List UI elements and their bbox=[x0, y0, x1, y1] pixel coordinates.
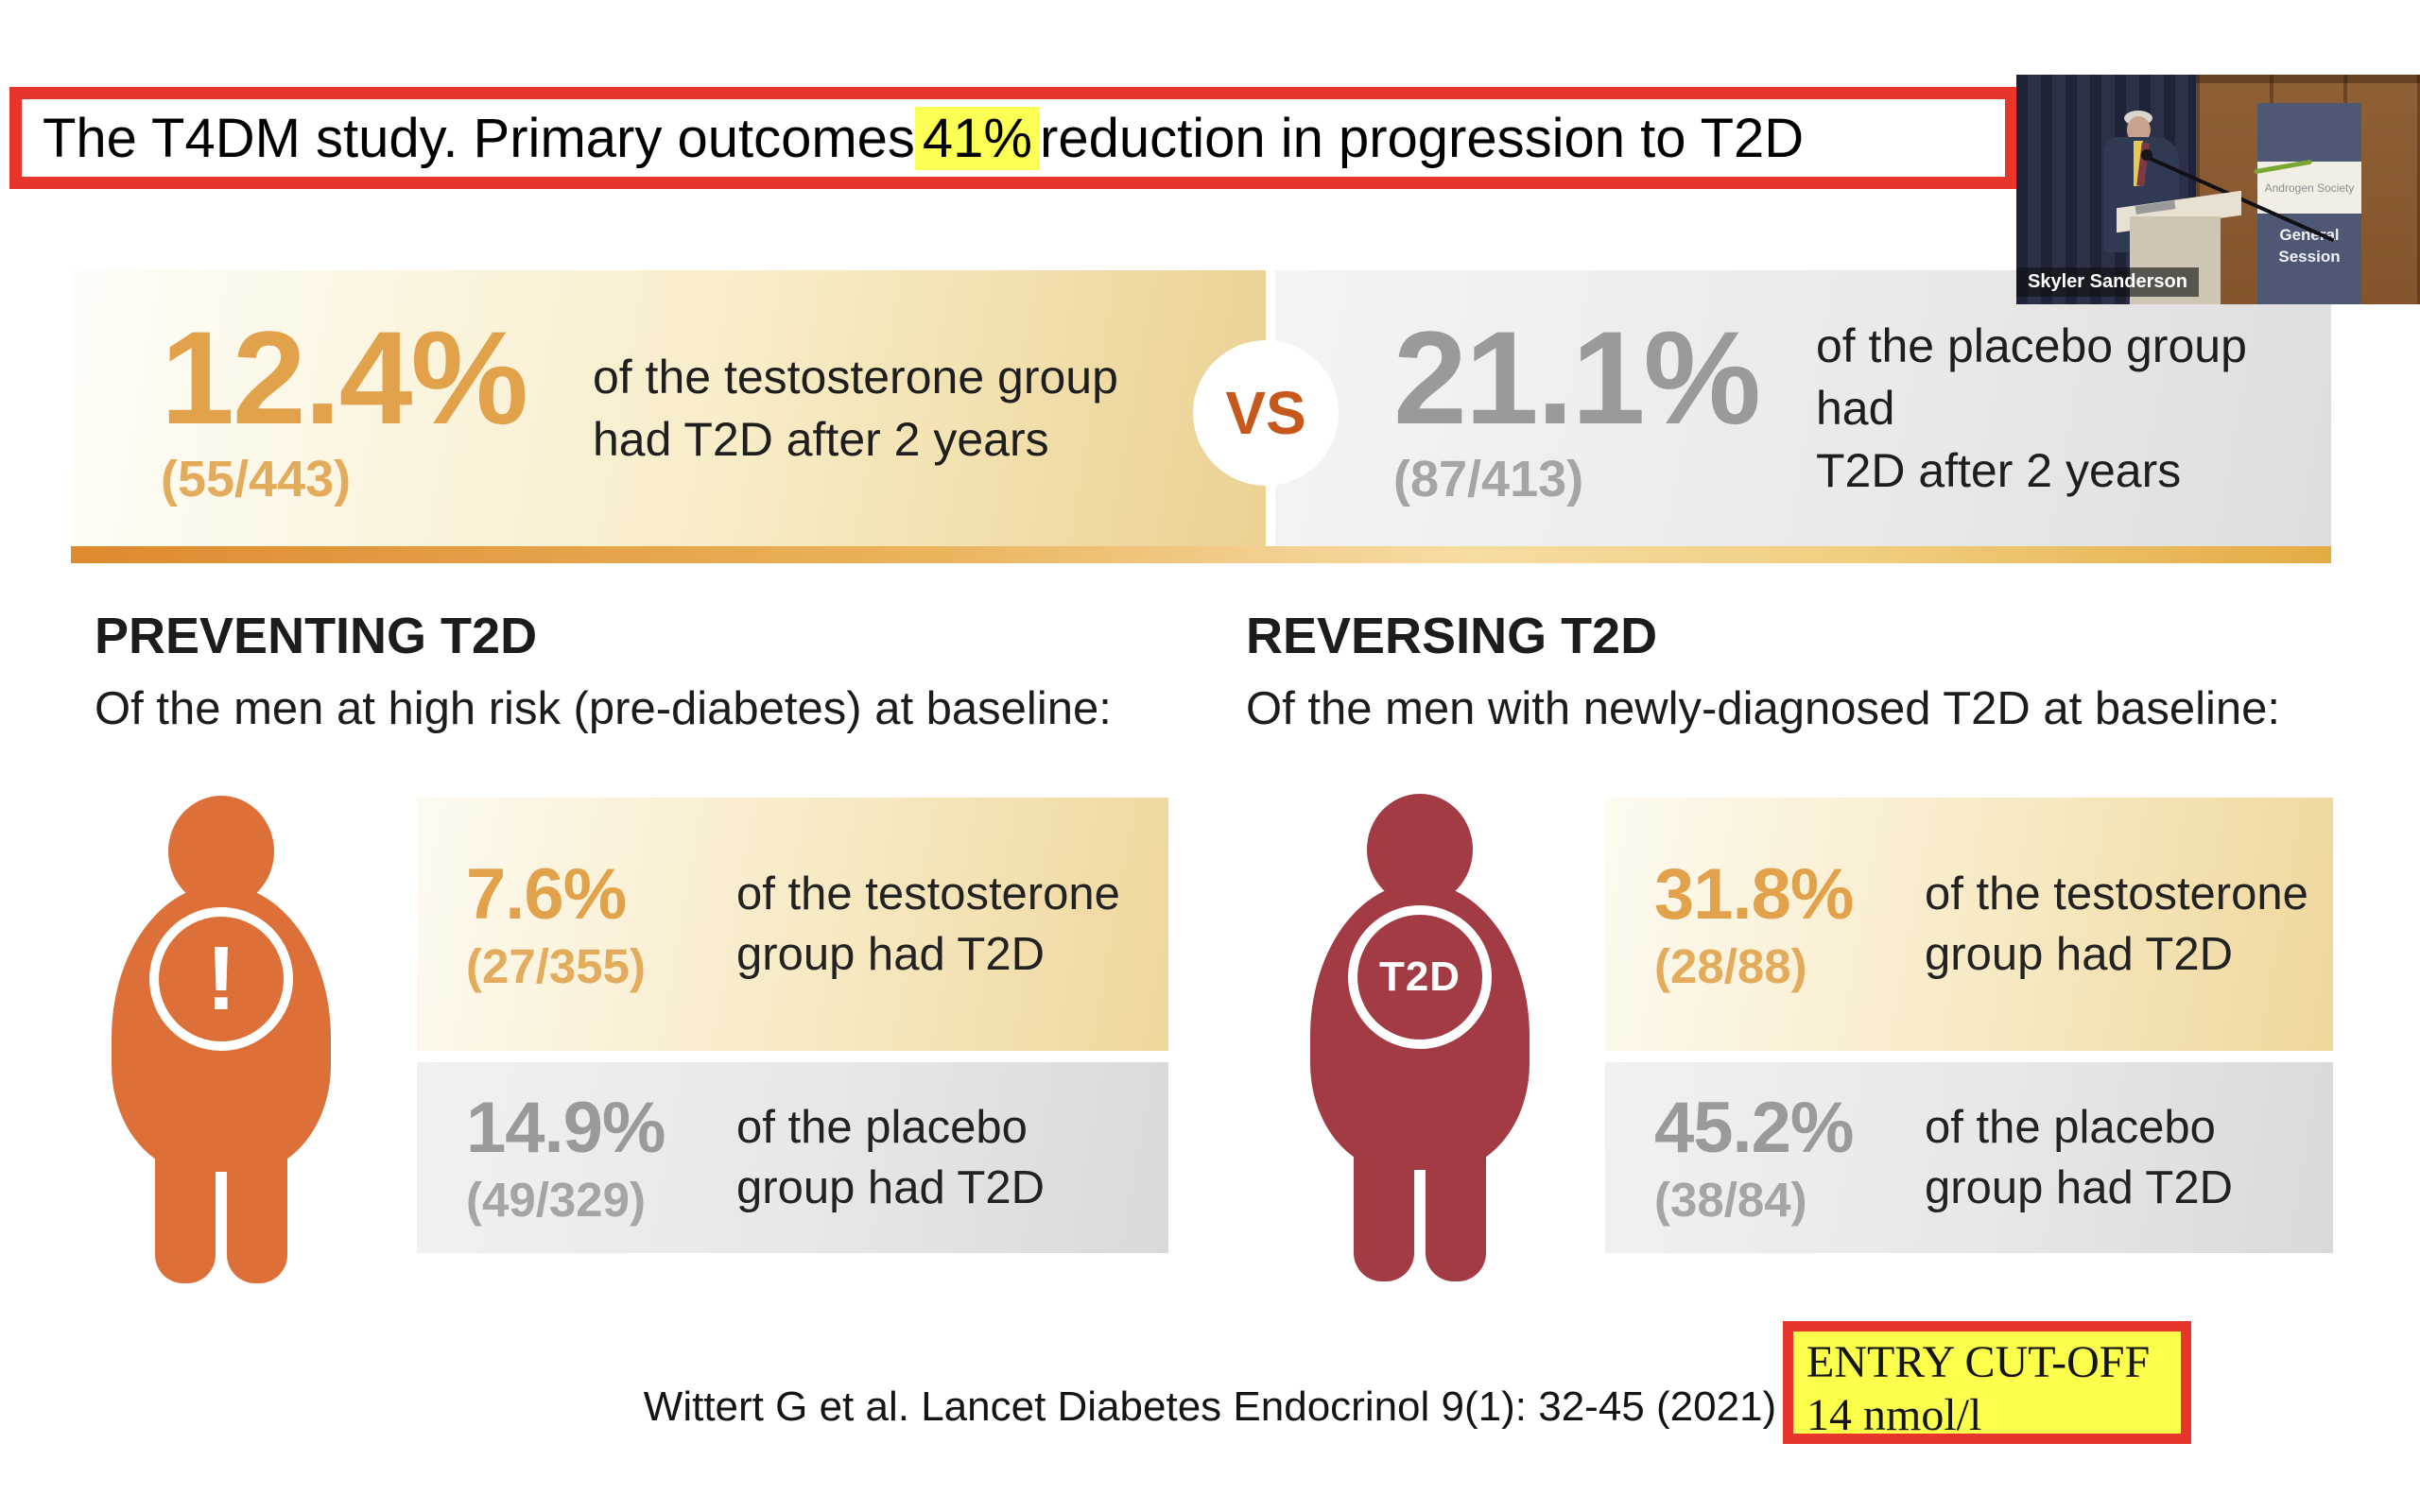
speaker-video-thumbnail[interactable]: Androgen Society General Session Skyler … bbox=[2016, 75, 2420, 304]
t2d-person-icon: T2D bbox=[1310, 794, 1530, 1281]
slide-title-text-after: reduction in progression to T2D bbox=[1040, 107, 1805, 169]
reversing-testosterone-desc: of the testosterone group had T2D bbox=[1925, 868, 2308, 980]
slide-title-text: The T4DM study. Primary outcomes bbox=[43, 107, 915, 169]
placebo-hero-desc: of the placebo group had T2D after 2 yea… bbox=[1815, 319, 2247, 497]
logo-swoosh-icon bbox=[2254, 159, 2312, 175]
preventing-placebo-fraction: (49/329) bbox=[466, 1172, 646, 1227]
reversing-section-header: REVERSING T2D Of the men with newly-diag… bbox=[1246, 607, 2280, 735]
testosterone-hero-panel: 12.4% (55/443) of the testosterone group… bbox=[71, 270, 1266, 546]
entry-cutoff-line2: 14 nmol/l bbox=[1806, 1390, 1982, 1440]
vs-badge: VS bbox=[1193, 340, 1339, 486]
reversing-placebo-desc: of the placebo group had T2D bbox=[1925, 1102, 2233, 1213]
placebo-hero-percent: 21.1% bbox=[1393, 303, 1761, 452]
t2d-glyph: T2D bbox=[1378, 954, 1461, 1000]
testosterone-hero-percent: 12.4% bbox=[161, 303, 528, 452]
testosterone-hero-desc: of the testosterone group had T2D after … bbox=[592, 351, 1118, 466]
slide-title-annotation-box: The T4DM study. Primary outcomes 41% red… bbox=[9, 87, 2017, 189]
prediabetes-person-icon: ! bbox=[112, 796, 331, 1283]
preventing-testosterone-fraction: (27/355) bbox=[466, 938, 646, 993]
reversing-testosterone-fraction: (28/88) bbox=[1654, 938, 1807, 993]
testosterone-hero-number: 12.4% (55/443) bbox=[161, 303, 528, 507]
citation-text: Wittert G et al. Lancet Diabetes Endocri… bbox=[643, 1383, 1777, 1430]
preventing-placebo-panel: 14.9% (49/329) of the placebo group had … bbox=[417, 1062, 1168, 1253]
preventing-placebo-percent: 14.9% bbox=[466, 1087, 666, 1168]
reversing-placebo-fraction: (38/84) bbox=[1654, 1172, 1807, 1227]
reversing-heading: REVERSING T2D bbox=[1246, 608, 1658, 664]
preventing-subheading: Of the men at high risk (pre-diabetes) a… bbox=[95, 683, 1112, 734]
preventing-testosterone-panel: 7.6% (27/355) of the testosterone group … bbox=[417, 798, 1168, 1051]
reversing-placebo-panel: 45.2% (38/84) of the placebo group had T… bbox=[1605, 1062, 2333, 1253]
placebo-hero-fraction: (87/413) bbox=[1393, 451, 1584, 507]
banner-session-text: General Session bbox=[2278, 226, 2341, 266]
warning-circle-icon: ! bbox=[149, 907, 293, 1051]
preventing-placebo-desc: of the placebo group had T2D bbox=[736, 1102, 1045, 1213]
exclamation-glyph: ! bbox=[206, 928, 236, 1029]
speaker-name-label: Skyler Sanderson bbox=[2016, 267, 2199, 297]
society-logo: Androgen Society bbox=[2264, 180, 2355, 195]
reversing-testosterone-percent: 31.8% bbox=[1654, 853, 1855, 935]
entry-cutoff-line1: ENTRY CUT-OFF bbox=[1806, 1337, 2151, 1387]
testosterone-hero-fraction: (55/443) bbox=[161, 451, 352, 507]
preventing-section-header: PREVENTING T2D Of the men at high risk (… bbox=[95, 607, 1112, 735]
placebo-hero-number: 21.1% (87/413) bbox=[1393, 303, 1761, 507]
slide-title-highlight: 41% bbox=[914, 106, 1040, 170]
entry-cutoff-annotation: ENTRY CUT-OFF 14 nmol/l bbox=[1783, 1321, 2191, 1444]
preventing-testosterone-desc: of the testosterone group had T2D bbox=[736, 868, 1120, 980]
t2d-circle-icon: T2D bbox=[1348, 905, 1492, 1049]
preventing-heading: PREVENTING T2D bbox=[95, 608, 538, 664]
microphone-icon bbox=[2141, 149, 2152, 161]
reversing-testosterone-panel: 31.8% (28/88) of the testosterone group … bbox=[1605, 798, 2333, 1051]
preventing-testosterone-percent: 7.6% bbox=[466, 853, 627, 935]
hero-underline-bar bbox=[71, 546, 2331, 563]
conference-banner: Androgen Society General Session bbox=[2254, 103, 2361, 304]
placebo-hero-panel: 21.1% (87/413) of the placebo group had … bbox=[1275, 270, 2331, 546]
reversing-subheading: Of the men with newly-diagnosed T2D at b… bbox=[1246, 683, 2281, 734]
reversing-placebo-percent: 45.2% bbox=[1654, 1087, 1855, 1168]
